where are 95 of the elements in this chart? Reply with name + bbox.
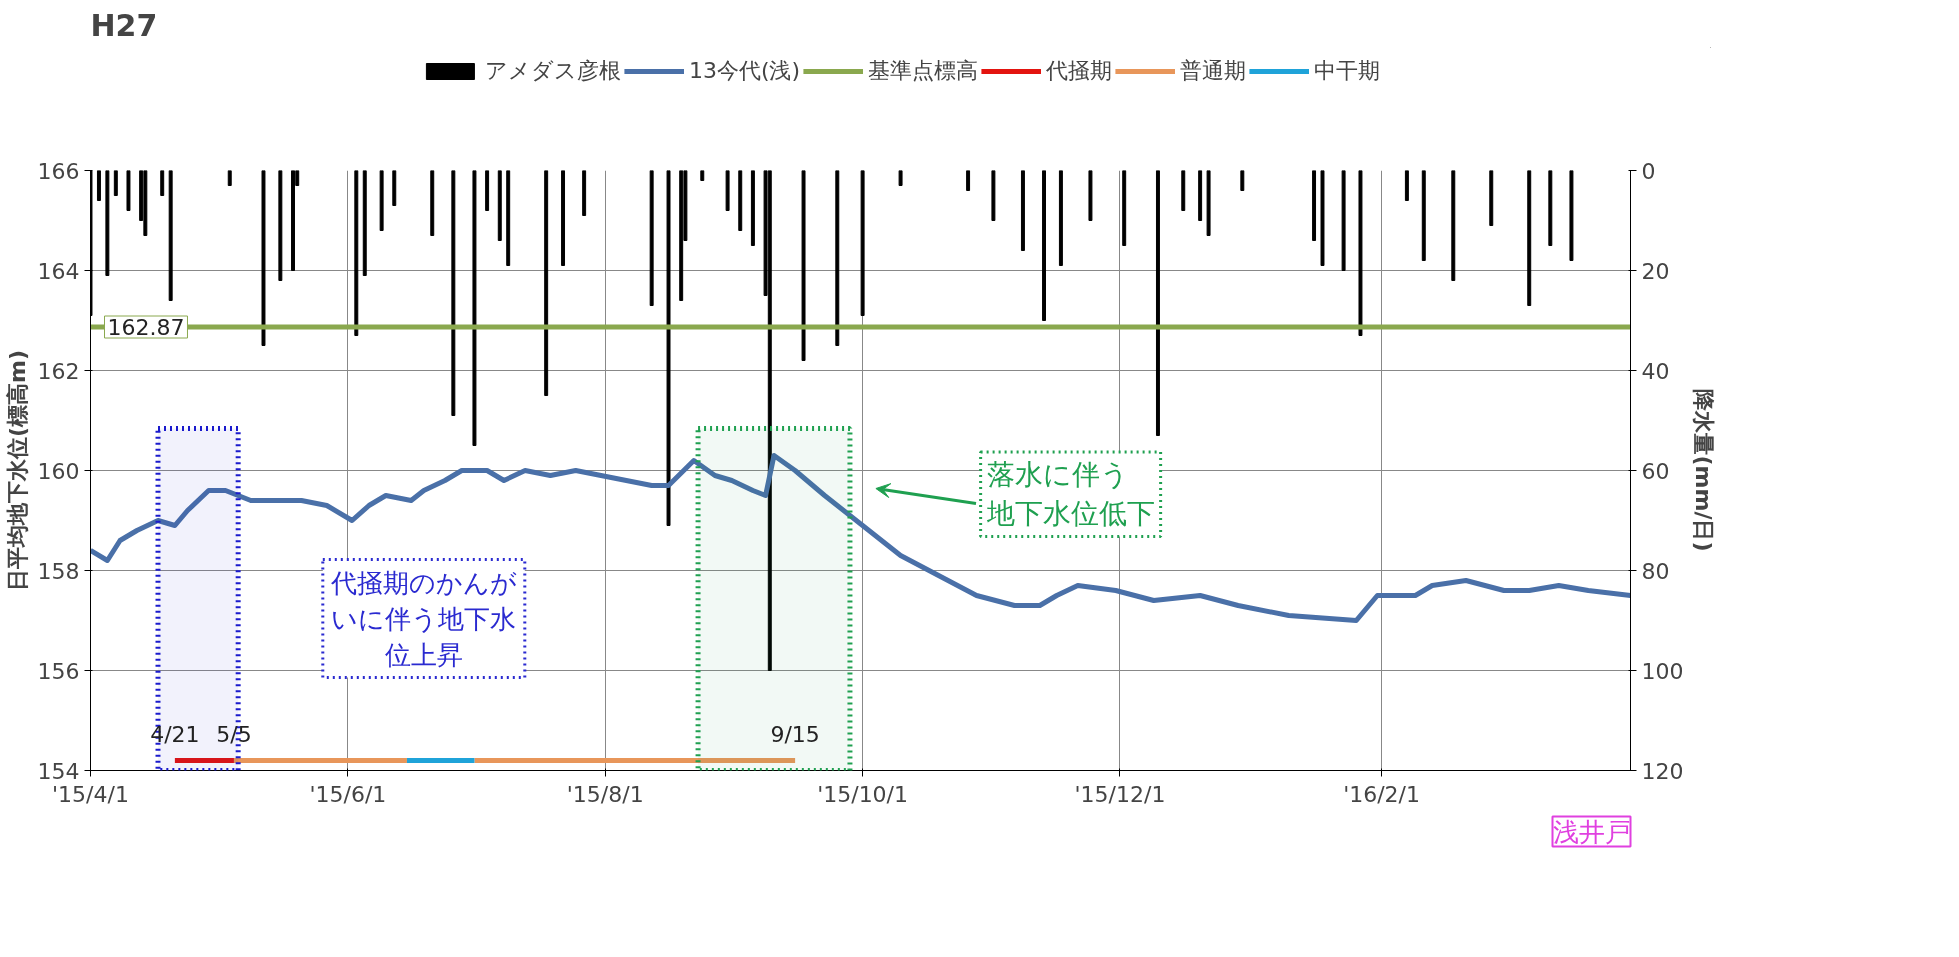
bar [113, 170, 118, 196]
annotation: 4/21 [150, 721, 200, 747]
bar [160, 170, 165, 196]
bar [767, 170, 772, 671]
bar [1404, 170, 1409, 201]
y2-tick-label: 20 [1641, 258, 1670, 284]
y-tick-label: 160 [37, 458, 80, 484]
annotation: 9/15 [770, 721, 820, 747]
bar [497, 170, 502, 241]
x-tick-label: '15/12/1 [1074, 781, 1166, 807]
annotation: 5/5 [216, 721, 252, 747]
bar [666, 170, 671, 526]
x-tick-label: '15/8/1 [566, 781, 644, 807]
y2-tick-label: 100 [1641, 658, 1684, 684]
bar [1358, 170, 1363, 336]
bar [354, 170, 359, 336]
bar [1548, 170, 1553, 246]
bar [1155, 170, 1160, 436]
bar [1527, 170, 1532, 306]
bar [544, 170, 549, 396]
y-tick-label: 162 [37, 358, 80, 384]
bar [1341, 170, 1346, 271]
bar [1240, 170, 1245, 191]
y2-axis-title: 降水量(mm/日) [1691, 389, 1717, 552]
legend-label: アメダス彦根 [484, 57, 621, 85]
y-tick-label: 154 [37, 758, 80, 784]
bar [126, 170, 131, 211]
bar [1451, 170, 1456, 281]
bar [1421, 170, 1426, 261]
bar [801, 170, 806, 361]
bar [582, 170, 587, 216]
bar [1312, 170, 1317, 241]
legend-label: 13今代(浅) [688, 57, 801, 85]
bar [96, 170, 101, 201]
x-tick-label: '16/2/1 [1343, 781, 1421, 807]
y-tick-label: 158 [37, 558, 80, 584]
bar [105, 170, 110, 276]
bar [700, 170, 705, 181]
bar [451, 170, 456, 416]
bar [750, 170, 755, 246]
bar [392, 170, 397, 206]
x-tick-label: '15/6/1 [309, 781, 387, 807]
bar [738, 170, 743, 231]
x-tick-label: '15/10/1 [817, 781, 909, 807]
bar [1122, 170, 1127, 246]
y-tick-label: 156 [37, 658, 80, 684]
y-tick-label: 166 [37, 158, 80, 184]
y2-tick-label: 80 [1641, 558, 1670, 584]
bar [561, 170, 566, 266]
bar [1181, 170, 1186, 211]
chart-title: H27 [90, 7, 158, 43]
bar [835, 170, 840, 346]
bar [679, 170, 684, 301]
bar [860, 170, 865, 316]
annotation: 代掻期のかんがいに伴う地下水位上昇 [329, 567, 517, 670]
bar [379, 170, 384, 231]
bar [991, 170, 996, 221]
y2-tick-label: 120 [1641, 758, 1684, 784]
bar [227, 170, 232, 186]
y2-tick-label: 40 [1641, 358, 1670, 384]
bar [649, 170, 654, 306]
bar [966, 170, 971, 191]
bar [898, 170, 903, 186]
bar [1320, 170, 1325, 266]
bar [1569, 170, 1574, 261]
bar [362, 170, 367, 276]
bar [291, 170, 295, 271]
bar [168, 170, 173, 301]
y2-tick-label: 0 [1641, 158, 1656, 184]
data-label: 162.87 [107, 315, 185, 340]
text: 浅井戸 [1552, 816, 1631, 847]
bar [143, 170, 148, 236]
bar [261, 170, 266, 346]
y-axis-title: 日平均地下水位(標高m) [4, 349, 30, 592]
bar [1042, 170, 1047, 321]
annotation: 落水に伴う地下水位低下 [985, 457, 1155, 531]
bar [1489, 170, 1494, 226]
bar [506, 170, 511, 266]
bar [430, 170, 435, 236]
x-tick-label: '15/4/1 [52, 781, 129, 807]
legend-label: 基準点標高 [868, 57, 979, 85]
legend-label: 中干期 [1314, 57, 1381, 85]
bar [1020, 170, 1025, 251]
y2-tick-label: 60 [1641, 458, 1670, 484]
bar [1198, 170, 1203, 221]
bar [278, 170, 283, 281]
bar [1058, 170, 1063, 266]
bar [472, 170, 477, 446]
y-tick-label: 164 [37, 258, 80, 284]
bar [1206, 170, 1211, 236]
legend-label: 代掻期 [1046, 57, 1113, 85]
bar [725, 170, 730, 211]
bar [1088, 170, 1093, 221]
bar [485, 170, 490, 211]
legend-label: 普通期 [1180, 57, 1247, 85]
